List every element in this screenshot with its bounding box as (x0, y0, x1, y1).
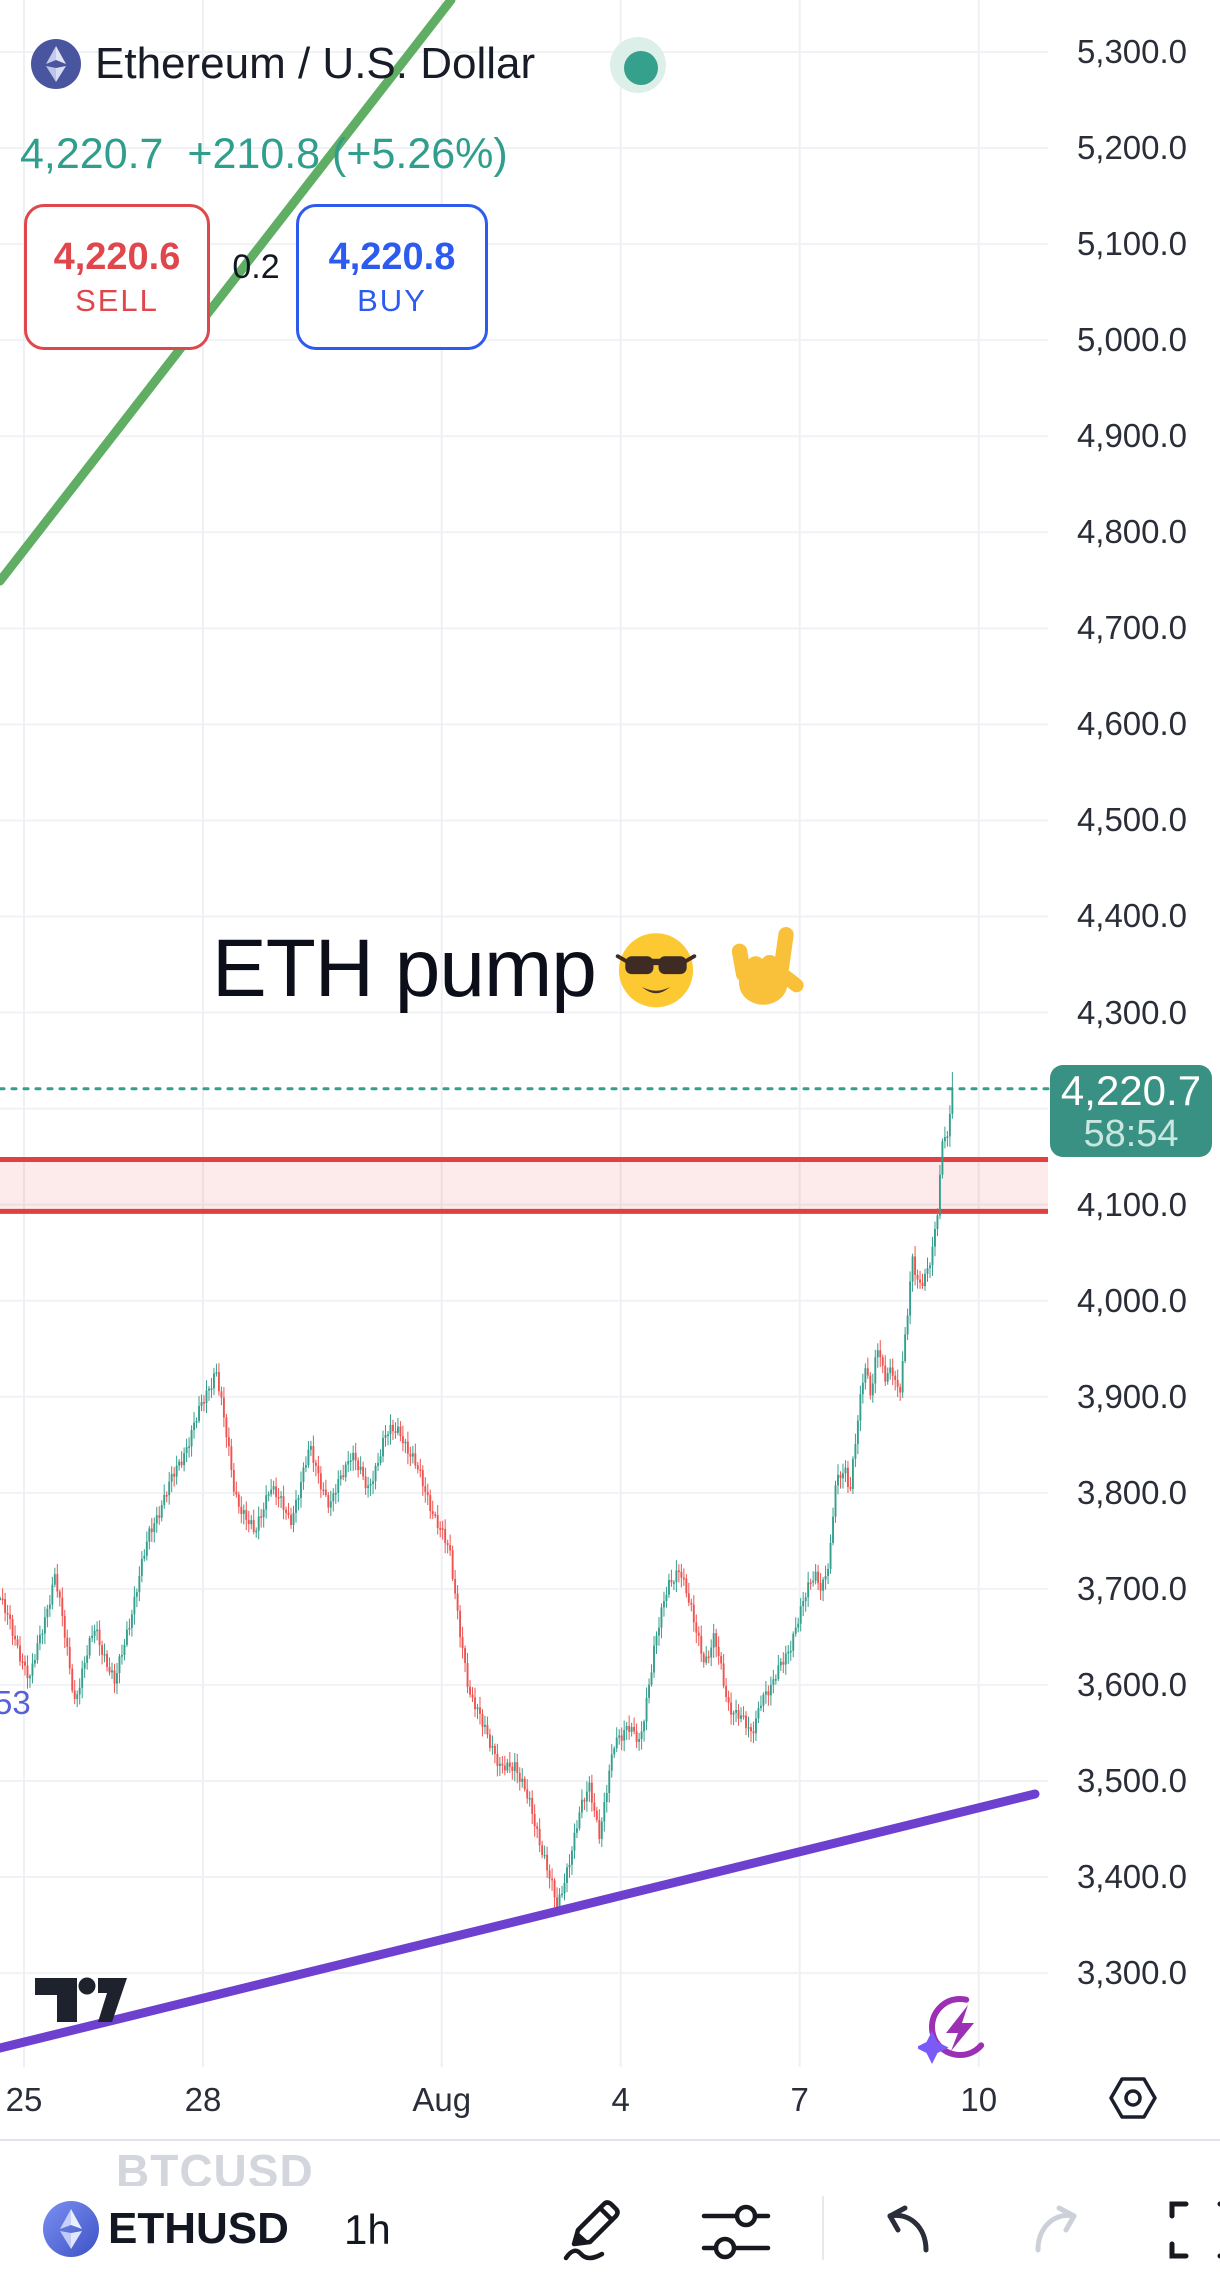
annotation-text: ETH pump (212, 923, 597, 1014)
price-axis-label: 5,000.0 (1076, 321, 1188, 359)
price-axis-label: 5,300.0 (1076, 33, 1188, 70)
time-axis-label: 4 (611, 2081, 630, 2118)
price-axis-label: 4,800.0 (1076, 513, 1188, 551)
ethusd-logo-icon[interactable] (43, 2201, 99, 2257)
draw-tool-icon[interactable] (560, 2192, 632, 2268)
time-axis-label: 28 (184, 2081, 222, 2118)
badge-countdown: 58:54 (1083, 1113, 1179, 1155)
spread-value: 0.2 (232, 248, 280, 286)
sell-button[interactable]: 4,220.6 SELL (24, 204, 210, 350)
price-axis-label: 3,300.0 (1076, 1954, 1188, 1992)
price-axis-label: 3,600.0 (1076, 1665, 1188, 1703)
price-axis-label: 4,000.0 (1076, 1281, 1188, 1319)
chart-text-annotation[interactable]: ETH pump (212, 922, 808, 1016)
price-axis-label: 4,700.0 (1076, 609, 1188, 647)
price-axis-label: 5,100.0 (1076, 225, 1188, 263)
price-axis-label: 4,600.0 (1076, 705, 1188, 743)
price-axis-label: 3,900.0 (1076, 1377, 1188, 1415)
time-axis-label: 25 (5, 2081, 43, 2118)
symbol-title[interactable]: Ethereum / U.S. Dollar (95, 39, 536, 88)
badge-price: 4,220.7 (1060, 1067, 1202, 1114)
time-axis-label: Aug (412, 2081, 472, 2118)
last-price: 4,220.7 (20, 130, 164, 178)
purple-support-line[interactable] (0, 1789, 1040, 2053)
quote-row: 4,220.7 +210.8 (+5.26%) (20, 130, 508, 179)
interval-button[interactable]: 1h (344, 2206, 391, 2253)
price-axis-label: 4,100.0 (1076, 1185, 1188, 1223)
divider (0, 2139, 1220, 2141)
price-axis-label: 4,500.0 (1076, 801, 1188, 839)
market-status-dot (624, 51, 658, 85)
fullscreen-icon[interactable] (1168, 2198, 1220, 2262)
price-axis-label: 5,200.0 (1076, 129, 1188, 167)
rock-on-emoji-icon (716, 923, 808, 1015)
time-axis[interactable]: 25 28 Aug 4 7 10 (0, 2067, 1220, 2141)
sunglasses-emoji-icon (610, 923, 702, 1015)
price-change: +210.8 (187, 130, 321, 178)
price-axis-label: 4,300.0 (1076, 993, 1188, 1031)
axis-settings-icon[interactable] (1108, 2075, 1158, 2121)
time-axis-label: 10 (960, 2081, 998, 2118)
price-axis-label: 3,400.0 (1076, 1858, 1188, 1896)
buy-button[interactable]: 4,220.8 BUY (296, 204, 488, 350)
bottom-toolbar (0, 2186, 1220, 2272)
time-axis-label: 7 (790, 2081, 809, 2118)
divider (822, 2196, 824, 2260)
buy-price: 4,220.8 (328, 235, 456, 278)
sell-price: 4,220.6 (53, 235, 181, 278)
undo-icon[interactable] (878, 2200, 938, 2260)
price-axis-label: 4,400.0 (1076, 897, 1188, 935)
sell-label: SELL (75, 282, 159, 318)
green-breakout-line[interactable] (0, 0, 456, 586)
clipped-indicator-label: 53 (0, 1684, 31, 1721)
price-axis-label: 3,500.0 (1076, 1761, 1188, 1799)
spark-quick-action-icon[interactable] (918, 1993, 998, 2065)
price-axis-label: 4,900.0 (1076, 417, 1188, 455)
indicator-settings-icon[interactable] (700, 2200, 772, 2260)
ghost-symbol-row: BTCUSD (116, 2144, 314, 2186)
price-change-percent: (+5.26%) (332, 130, 508, 178)
symbol-button[interactable]: ETHUSD (108, 2204, 289, 2253)
price-axis-label: 3,700.0 (1076, 1569, 1188, 1607)
buy-label: BUY (357, 282, 427, 318)
current-price-badge[interactable]: 4,220.7 58:54 (1050, 1065, 1212, 1157)
ethereum-logo-icon (31, 39, 81, 89)
price-axis-label: 3,800.0 (1076, 1473, 1188, 1511)
redo-icon[interactable] (1026, 2200, 1086, 2260)
ghost-symbol: BTCUSD (116, 2145, 314, 2186)
